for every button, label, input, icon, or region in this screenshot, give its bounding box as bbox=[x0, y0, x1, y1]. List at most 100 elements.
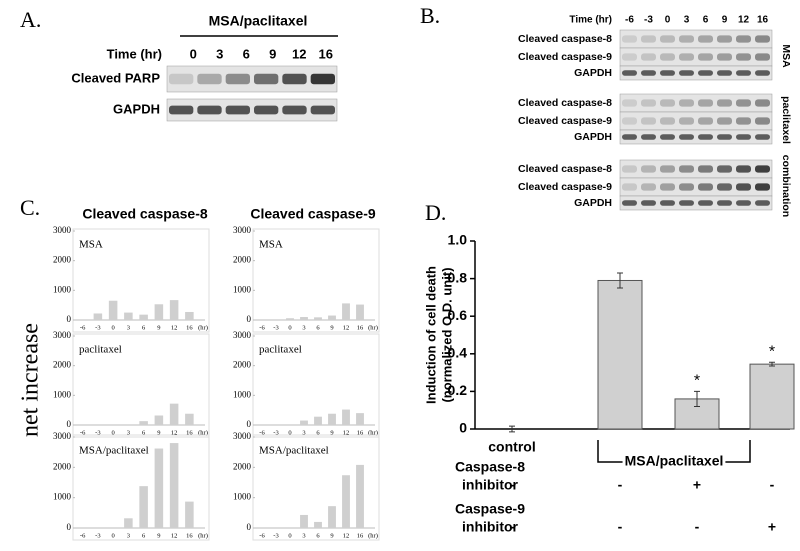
blot-band bbox=[679, 70, 694, 76]
time-value: 9 bbox=[722, 15, 728, 26]
blot-band bbox=[679, 165, 694, 173]
x-tick-label: 6 bbox=[316, 532, 320, 539]
chart-frame bbox=[252, 434, 380, 541]
bar bbox=[124, 518, 133, 528]
blot-band bbox=[660, 183, 675, 191]
blot-band bbox=[622, 99, 637, 107]
bar bbox=[314, 317, 322, 320]
bar bbox=[749, 363, 795, 430]
blot-band bbox=[717, 183, 732, 191]
blot-band bbox=[736, 200, 751, 206]
blot-band bbox=[641, 165, 656, 173]
blot-band bbox=[660, 53, 675, 61]
x-unit: (hr) bbox=[198, 324, 208, 331]
x-tick-label: -6 bbox=[259, 324, 265, 331]
group-label: MSA bbox=[780, 44, 792, 68]
blot-band bbox=[310, 73, 335, 85]
column-title: Cleaved caspase-9 bbox=[250, 206, 376, 222]
x-tick-label: 12 bbox=[171, 532, 178, 539]
blot-band bbox=[679, 35, 694, 43]
bar bbox=[139, 421, 148, 425]
x-tick-label: -6 bbox=[259, 429, 265, 436]
y-tick-label: 0 bbox=[67, 314, 72, 324]
bar bbox=[154, 415, 164, 425]
time-value: 3 bbox=[684, 15, 690, 26]
x-tick-label: -6 bbox=[80, 532, 86, 539]
y-tick-label: 2000 bbox=[53, 255, 72, 265]
x-unit: (hr) bbox=[368, 324, 378, 331]
time-value: 3 bbox=[216, 46, 223, 61]
significance-mark: * bbox=[694, 373, 700, 390]
blot-band bbox=[755, 165, 770, 173]
panel-label: B. bbox=[420, 3, 440, 28]
blot-band bbox=[622, 53, 637, 61]
blot-band bbox=[698, 200, 713, 206]
x-tick-label: 3 bbox=[302, 324, 305, 331]
y-tick-label: 2000 bbox=[53, 360, 72, 370]
x-tick-label: 3 bbox=[127, 429, 130, 436]
blot-band bbox=[698, 70, 713, 76]
time-value: -3 bbox=[644, 15, 653, 26]
x-tick-label: 6 bbox=[316, 324, 320, 331]
x-tick-label: 9 bbox=[330, 324, 333, 331]
blot-band bbox=[282, 73, 307, 85]
row-cell: - bbox=[618, 519, 623, 535]
bar bbox=[342, 475, 350, 528]
x-tick-label: 0 bbox=[288, 324, 291, 331]
time-value: 12 bbox=[738, 15, 750, 26]
y-tick-label: 0.8 bbox=[448, 269, 468, 285]
y-tick-label: 0.2 bbox=[448, 382, 468, 398]
y-tick-label: 1000 bbox=[233, 492, 252, 502]
blot-band bbox=[660, 200, 675, 206]
blot-band bbox=[717, 70, 732, 76]
bracket bbox=[597, 440, 751, 463]
y-tick-label: 1000 bbox=[233, 284, 252, 294]
row-label: Cleaved caspase-8 bbox=[518, 97, 612, 109]
x-tick-label: 12 bbox=[343, 429, 350, 436]
blot-band bbox=[641, 134, 656, 140]
x-tick-label: -3 bbox=[273, 324, 278, 331]
blot-band bbox=[755, 99, 770, 107]
bar bbox=[169, 300, 179, 320]
x-tick-label: 6 bbox=[142, 429, 146, 436]
time-value: 6 bbox=[703, 15, 709, 26]
blot-band bbox=[755, 35, 770, 43]
bar bbox=[342, 409, 350, 425]
group-label: paclitaxel bbox=[780, 96, 792, 144]
blot-band bbox=[698, 99, 713, 107]
x-tick-label: -6 bbox=[80, 324, 86, 331]
bar bbox=[314, 521, 322, 528]
x-tick-label: 12 bbox=[171, 324, 178, 331]
bar bbox=[124, 312, 133, 320]
blot-band bbox=[679, 99, 694, 107]
error-bar bbox=[509, 425, 515, 433]
bar bbox=[597, 279, 643, 430]
bar bbox=[328, 506, 336, 528]
y-tick-label: 1000 bbox=[53, 492, 72, 502]
row-label: Cleaved caspase-8 bbox=[518, 163, 612, 175]
x-tick-label: 16 bbox=[186, 324, 193, 331]
blot-band bbox=[225, 105, 250, 115]
blot-band bbox=[736, 165, 751, 173]
blot-band bbox=[698, 183, 713, 191]
bar bbox=[139, 314, 148, 320]
blot-band bbox=[755, 200, 770, 206]
blot-band bbox=[254, 105, 279, 115]
x-tick-label: 3 bbox=[127, 324, 130, 331]
x-tick-label: -3 bbox=[95, 532, 100, 539]
blot-band bbox=[641, 117, 656, 125]
blot-strip bbox=[619, 129, 773, 145]
y-tick-label: 0 bbox=[67, 522, 72, 532]
row-cell: + bbox=[768, 519, 776, 535]
blot-band bbox=[679, 53, 694, 61]
blot-band bbox=[698, 165, 713, 173]
panel-label: D. bbox=[425, 200, 446, 225]
blot-band bbox=[641, 200, 656, 206]
row-label: GAPDH bbox=[574, 197, 612, 209]
time-value: 0 bbox=[665, 15, 671, 26]
y-tick-label: 1000 bbox=[53, 389, 72, 399]
y-tick-label: 0.6 bbox=[448, 307, 468, 323]
chart-frame bbox=[72, 228, 210, 333]
bar bbox=[108, 300, 118, 320]
chart-label: MSA bbox=[79, 239, 103, 251]
